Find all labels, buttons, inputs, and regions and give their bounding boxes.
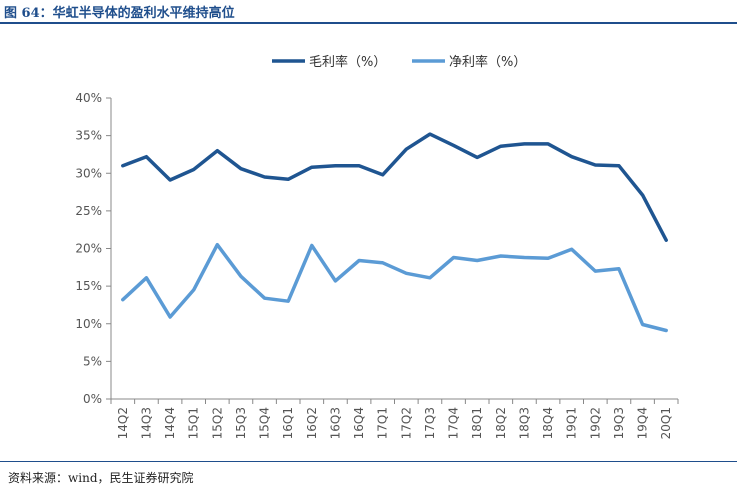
y-tick-label: 15%: [75, 279, 102, 293]
series-group: [121, 132, 668, 333]
y-tick-label: 40%: [75, 91, 102, 105]
y-tick-label: 20%: [75, 242, 102, 256]
chart-legend: 毛利率（%） 净利率（%）: [272, 54, 526, 70]
y-tick-label: 25%: [75, 204, 102, 218]
x-tick-label: 19Q3: [612, 407, 626, 439]
legend-label: 净利率（%）: [449, 54, 526, 70]
y-tick-label: 0%: [83, 392, 102, 406]
x-tick-label: 14Q3: [139, 407, 153, 439]
x-tick-label: 16Q3: [328, 407, 342, 439]
x-tick-label: 15Q2: [210, 407, 224, 439]
x-tick-label: 17Q2: [399, 407, 413, 439]
footer-rule: [0, 461, 737, 462]
x-tick-label: 14Q4: [163, 407, 177, 439]
x-tick-label: 15Q3: [234, 407, 248, 439]
x-tick-label: 16Q2: [305, 407, 319, 439]
source-note: 资料来源：wind，民生证券研究院: [8, 471, 194, 485]
x-tick-label: 16Q4: [352, 407, 366, 439]
x-tick-label: 15Q4: [258, 407, 272, 439]
title-rule: [0, 22, 737, 24]
x-tick-label: 17Q3: [423, 407, 437, 439]
y-tick-label: 35%: [75, 129, 102, 143]
x-tick-label: 19Q1: [565, 407, 579, 439]
y-tick-label: 5%: [83, 354, 102, 368]
x-tick-label: 19Q4: [636, 407, 650, 439]
x-axis: 14Q2 14Q3 14Q4 15Q1 15Q2 15Q3 15Q4 16Q1 16Q2 16Q3…: [110, 398, 679, 439]
legend-label: 毛利率（%）: [309, 54, 386, 70]
y-axis: 0% 5% 10% 15% 20% 25% 30% 35% 40%: [75, 91, 112, 406]
x-tick-label: 17Q1: [376, 407, 390, 439]
x-tick-label: 15Q1: [187, 407, 201, 439]
x-tick-label: 14Q2: [116, 407, 130, 439]
x-tick-label: 18Q4: [541, 407, 555, 439]
y-tick-label: 10%: [75, 317, 102, 331]
figure-title: 图 64：华虹半导体的盈利水平维持高位: [4, 6, 235, 21]
x-tick-label: 18Q2: [494, 407, 508, 439]
x-tick-label: 18Q1: [470, 407, 484, 439]
x-tick-label: 19Q2: [588, 407, 602, 439]
y-tick-label: 30%: [75, 166, 102, 180]
x-tick-label: 18Q3: [517, 407, 531, 439]
gross-margin-line: [121, 132, 668, 242]
line-chart: 毛利率（%） 净利率（%） 0% 5% 10% 15% 20% 25% 30% 35% 40% 1…: [75, 54, 679, 439]
x-tick-label: 17Q4: [447, 407, 461, 439]
net-margin-line: [121, 242, 668, 333]
x-tick-label: 16Q1: [281, 407, 295, 439]
x-tick-label: 20Q1: [659, 407, 673, 439]
